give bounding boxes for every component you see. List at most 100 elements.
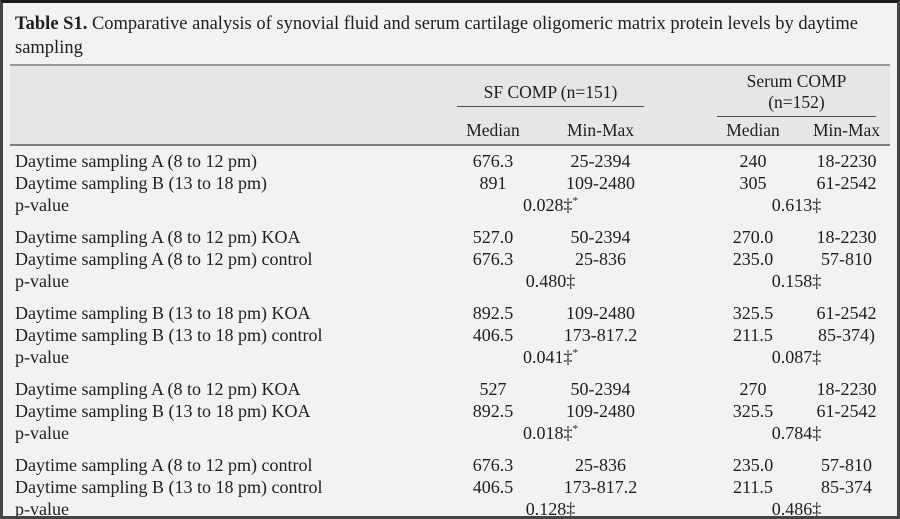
- serum-minmax-value: 57-810: [820, 455, 872, 475]
- row-label: Daytime sampling A (8 to 12 pm) control: [15, 249, 313, 269]
- table-row: Daytime sampling B (13 to 18 pm) control…: [10, 476, 890, 498]
- serum-minmax-value: 57-810: [820, 249, 872, 269]
- sf-pvalue-significance-star: *: [572, 347, 578, 359]
- serum-minmax-value: 61-2542: [816, 401, 877, 421]
- gap-cell: [658, 476, 703, 498]
- serum-minmax-value: 85-374: [820, 477, 872, 497]
- table-body: Daytime sampling A (8 to 12 pm) 676.3 25…: [10, 145, 890, 519]
- sf-pvalue-text: 0.480‡: [525, 271, 576, 291]
- pvalue-row: p-value 0.041‡* 0.087‡: [10, 346, 890, 374]
- serum-median-value: 325.5: [732, 401, 774, 421]
- gap-cell: [658, 346, 703, 374]
- serum-median-value: 240: [739, 151, 767, 171]
- table-row: Daytime sampling B (13 to 18 pm) 891 109…: [10, 172, 890, 194]
- sf-pvalue: 0.480‡: [443, 270, 658, 298]
- sf-pvalue-text: 0.128‡: [525, 499, 576, 519]
- sf-median-column-header: Median: [442, 117, 543, 146]
- subheader-label-spacer: [10, 117, 443, 146]
- sf-minmax-value: 25-2394: [570, 151, 631, 171]
- gap-cell: [658, 400, 703, 422]
- table-title-text: Comparative analysis of synovial fluid a…: [15, 14, 858, 58]
- gap-cell: [658, 172, 703, 194]
- group-header-row: SF COMP (n=151) Serum COMP (n=152): [10, 64, 890, 117]
- row-label: Daytime sampling B (13 to 18 pm) KOA: [15, 303, 311, 323]
- serum-median-value: 235.0: [732, 249, 774, 269]
- serum-pvalue: 0.486‡: [703, 498, 890, 519]
- serum-median-value: 305: [739, 173, 767, 193]
- sf-minmax-value: 25-836: [574, 455, 626, 475]
- serum-pvalue: 0.158‡: [703, 270, 890, 298]
- gap-cell: [658, 422, 703, 450]
- serum-minmax-value: 18-2230: [816, 151, 877, 171]
- sf-pvalue-text: 0.018‡: [522, 423, 573, 443]
- gap-cell: [658, 194, 703, 222]
- gap-cell: [658, 498, 703, 516]
- row-label: Daytime sampling A (8 to 12 pm): [15, 151, 257, 171]
- table-row: Daytime sampling B (13 to 18 pm) KOA 892…: [10, 298, 890, 324]
- serum-minmax-value: 18-2230: [816, 227, 877, 247]
- header-label-spacer: [10, 64, 443, 117]
- serum-pvalue-text: 0.486‡: [771, 499, 822, 519]
- row-label: Daytime sampling B (13 to 18 pm) control: [15, 325, 323, 345]
- sf-pvalue-significance-star: *: [572, 195, 578, 207]
- serum-comp-group-header: Serum COMP (n=152): [702, 64, 890, 117]
- serum-minmax-column-header: Min-Max: [802, 117, 890, 146]
- sf-pvalue-text: 0.028‡: [522, 195, 573, 215]
- serum-pvalue-text: 0.784‡: [771, 423, 822, 443]
- serum-median-column-header: Median: [702, 117, 803, 146]
- sf-median-value: 892.5: [472, 401, 514, 421]
- gap-cell: [658, 145, 703, 172]
- serum-pvalue: 0.613‡: [703, 194, 890, 222]
- sf-median-value: 406.5: [472, 477, 514, 497]
- gap-cell: [658, 248, 703, 270]
- sf-median-value: 891: [479, 173, 507, 193]
- serum-median-value: 211.5: [733, 477, 773, 497]
- row-label: Daytime sampling B (13 to 18 pm) KOA: [15, 401, 311, 421]
- gap-cell: [658, 324, 703, 346]
- table-title-label: Table S1.: [15, 14, 88, 34]
- serum-pvalue-text: 0.087‡: [771, 347, 822, 367]
- subheader-row: Median Min-Max Median Min-Max: [10, 117, 890, 146]
- sf-comp-group-label: SF COMP (n=151): [456, 77, 644, 107]
- sf-minmax-value: 50-2394: [570, 227, 631, 247]
- sf-minmax-value: 50-2394: [570, 379, 631, 399]
- sf-minmax-column-header: Min-Max: [542, 117, 658, 146]
- serum-minmax-value: 61-2542: [816, 173, 877, 193]
- pvalue-label: p-value: [15, 347, 69, 367]
- sf-pvalue-significance-star: *: [572, 423, 578, 435]
- sf-median-value: 892.5: [472, 303, 514, 323]
- serum-pvalue-text: 0.613‡: [771, 195, 822, 215]
- sf-minmax-value: 25-836: [574, 249, 626, 269]
- sf-pvalue: 0.041‡*: [443, 346, 658, 374]
- sf-minmax-value: 109-2480: [565, 303, 635, 323]
- row-label: Daytime sampling B (13 to 18 pm) control: [15, 477, 323, 497]
- sf-median-value: 676.3: [472, 455, 514, 475]
- table-header: SF COMP (n=151) Serum COMP (n=152) Media…: [10, 64, 890, 146]
- serum-median-value: 211.5: [733, 325, 773, 345]
- sf-pvalue: 0.028‡*: [443, 194, 658, 222]
- pvalue-row: p-value 0.128‡ 0.486‡: [10, 498, 890, 519]
- pvalue-label: p-value: [15, 271, 69, 291]
- row-label: Daytime sampling A (8 to 12 pm) KOA: [15, 227, 301, 247]
- sf-minmax-value: 173-817.2: [563, 325, 638, 345]
- sf-pvalue: 0.128‡: [443, 498, 658, 519]
- serum-pvalue: 0.087‡: [703, 346, 890, 374]
- sf-minmax-value: 173-817.2: [563, 477, 638, 497]
- sf-median-value: 676.3: [472, 151, 514, 171]
- table-row: Daytime sampling B (13 to 18 pm) KOA 892…: [10, 400, 890, 422]
- pvalue-label: p-value: [15, 423, 69, 443]
- gap-cell: [658, 298, 703, 324]
- sf-minmax-value: 109-2480: [565, 401, 635, 421]
- sf-median-value: 527.0: [472, 227, 514, 247]
- table-row: Daytime sampling A (8 to 12 pm) control …: [10, 248, 890, 270]
- serum-median-value: 270.0: [732, 227, 774, 247]
- table-row: Daytime sampling A (8 to 12 pm) KOA 527.…: [10, 222, 890, 248]
- pvalue-row: p-value 0.028‡* 0.613‡: [10, 194, 890, 222]
- serum-minmax-value: 85-374): [817, 325, 875, 345]
- comparative-analysis-table: SF COMP (n=151) Serum COMP (n=152) Media…: [10, 64, 890, 519]
- sf-median-value: 527: [479, 379, 507, 399]
- gap-cell: [658, 450, 703, 476]
- table-row: Daytime sampling A (8 to 12 pm) control …: [10, 450, 890, 476]
- serum-minmax-value: 18-2230: [816, 379, 877, 399]
